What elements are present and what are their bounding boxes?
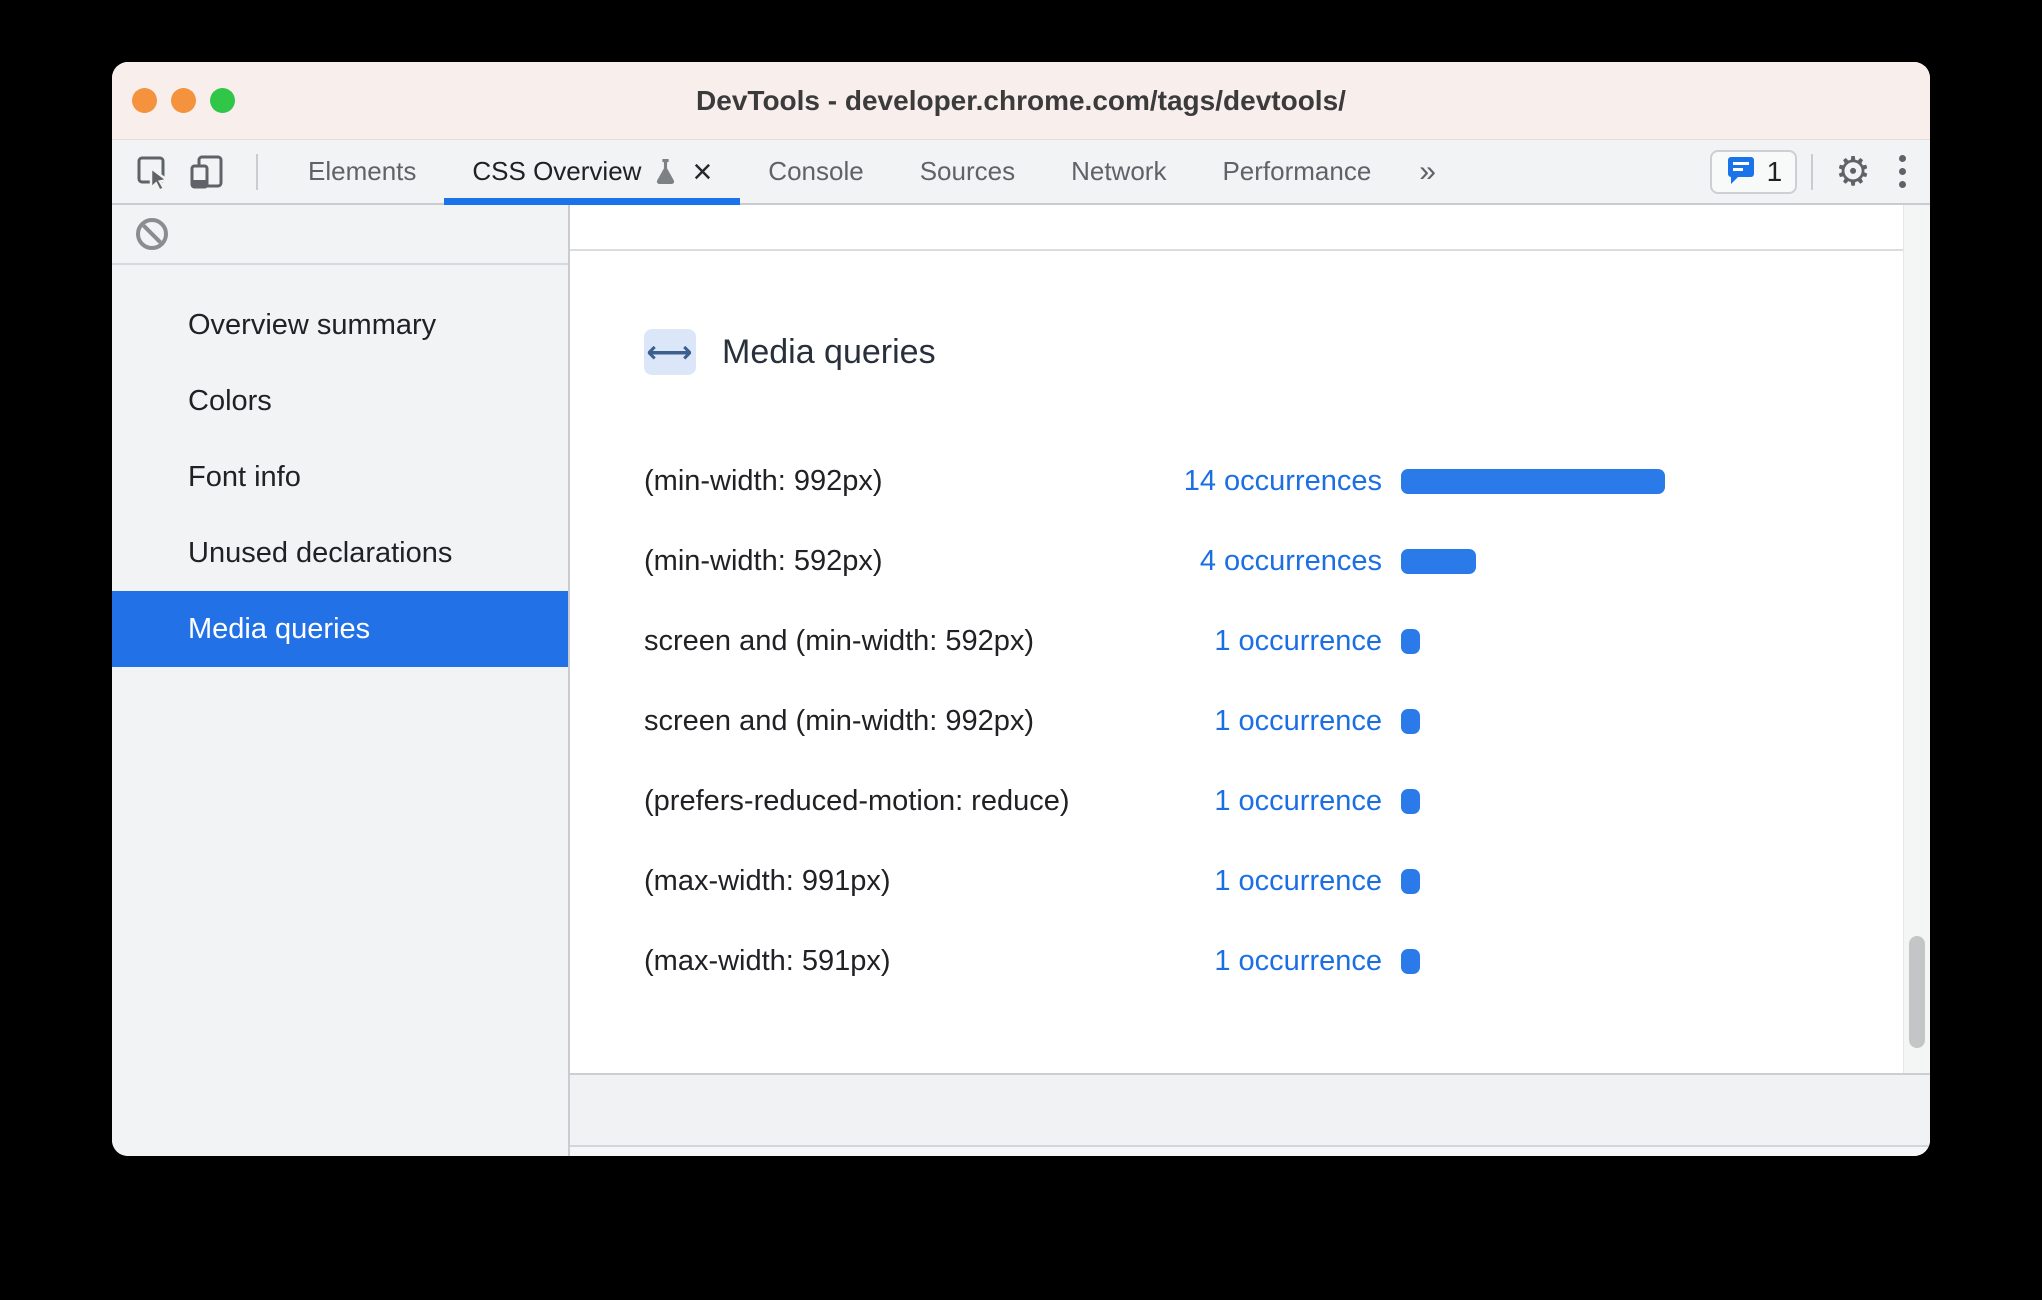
occurrence-bar <box>1401 868 1420 894</box>
panel-tabs: Elements × CSS Overview × Console × Sour… <box>280 140 1399 205</box>
sidebar-list: Overview summary Colors Font info Unused de… <box>112 265 568 667</box>
media-query-row: (max-width: 991px) 1 occurrence <box>644 841 1870 921</box>
occurrences-link[interactable]: 14 occurrences <box>1183 464 1382 497</box>
media-query-text: (prefers-reduced-motion: reduce) <box>644 784 1070 817</box>
occurrences-link[interactable]: 4 occurrences <box>1199 544 1382 577</box>
inspect-element-icon[interactable] <box>134 153 172 191</box>
sidebar-toolbar <box>112 205 568 265</box>
media-query-row: (max-width: 591px) 1 occurrence <box>644 921 1870 1001</box>
media-query-text: (min-width: 992px) <box>644 464 883 497</box>
left-right-arrows-icon: ←→ <box>644 329 696 375</box>
panel-tab[interactable]: Network × <box>1043 140 1194 203</box>
media-query-row: (min-width: 592px) 4 occurrences <box>644 521 1870 601</box>
media-query-rows: (min-width: 992px) 14 occurrences (min-w… <box>644 441 1870 1001</box>
sidebar-item-unused-declarations[interactable]: Unused declarations <box>188 536 453 569</box>
media-query-text: screen and (min-width: 592px) <box>644 624 1035 657</box>
media-query-text: (min-width: 592px) <box>644 544 883 577</box>
panel-tab[interactable]: Sources × <box>892 140 1043 203</box>
css-overview-sidebar: Overview summary Colors Font info Unused de… <box>112 205 570 1156</box>
occurrence-bar <box>1401 708 1420 734</box>
section-divider <box>570 249 1930 251</box>
clear-overview-icon[interactable] <box>136 218 168 250</box>
settings-gear-icon[interactable]: ⚙ <box>1835 148 1871 195</box>
section-heading: ←→ Media queries <box>644 329 936 375</box>
zoom-window-button[interactable] <box>210 88 235 113</box>
close-window-button[interactable] <box>132 88 157 113</box>
media-query-text: (max-width: 591px) <box>644 944 891 977</box>
media-query-row: screen and (min-width: 992px) 1 occurren… <box>644 681 1870 761</box>
window-title: DevTools - developer.chrome.com/tags/dev… <box>696 84 1346 116</box>
more-tabs-chevron[interactable]: » <box>1419 154 1436 188</box>
occurrences-link[interactable]: 1 occurrence <box>1214 784 1382 817</box>
issues-counter-button[interactable]: 1 <box>1709 149 1798 194</box>
sidebar-item-colors[interactable]: Colors <box>188 384 272 417</box>
panel-tab-label: Network <box>1071 156 1167 186</box>
occurrences-link[interactable]: 1 occurrence <box>1214 944 1382 977</box>
window-bottom-strip <box>570 1145 1930 1156</box>
main-column: ←→ Media queries (min-width: 992px) 14 o… <box>570 205 1930 1156</box>
occurrence-bar <box>1401 468 1665 494</box>
media-queries-panel: ←→ Media queries (min-width: 992px) 14 o… <box>570 205 1930 1073</box>
media-query-row: screen and (min-width: 592px) 1 occurren… <box>644 601 1870 681</box>
occurrence-bar <box>1401 788 1420 814</box>
more-options-icon[interactable] <box>1899 155 1906 188</box>
devtools-body: Overview summary Colors Font info Unused de… <box>112 205 1930 1156</box>
feedback-bubble-icon <box>1725 156 1757 187</box>
occurrences-link[interactable]: 1 occurrence <box>1214 624 1382 657</box>
titlebar: DevTools - developer.chrome.com/tags/dev… <box>112 62 1930 140</box>
media-query-row: (min-width: 992px) 14 occurrences <box>644 441 1870 521</box>
issues-count: 1 <box>1766 155 1783 187</box>
occurrence-bar <box>1401 948 1420 974</box>
occurrences-link[interactable]: 1 occurrence <box>1214 864 1382 897</box>
scrollbar-thumb[interactable] <box>1909 936 1925 1048</box>
media-query-row: (prefers-reduced-motion: reduce) 1 occur… <box>644 761 1870 841</box>
close-tab-icon[interactable]: × <box>692 152 713 191</box>
occurrence-bar <box>1401 548 1476 574</box>
panel-tab[interactable]: Performance × <box>1194 140 1399 203</box>
sidebar-item-font-info[interactable]: Font info <box>188 460 301 493</box>
panel-tab[interactable]: CSS Overview × <box>444 140 741 205</box>
device-toolbar-icon[interactable] <box>188 153 226 191</box>
drawer-footer <box>570 1073 1930 1145</box>
panel-tab-label: Sources <box>919 156 1016 186</box>
vertical-scrollbar[interactable] <box>1903 205 1930 1073</box>
sidebar-item-overview-summary[interactable]: Overview summary <box>188 308 437 341</box>
toolbar-divider <box>1811 153 1814 190</box>
panel-tab[interactable]: Console × <box>740 140 891 203</box>
occurrence-bar <box>1401 628 1420 654</box>
devtools-window: DevTools - developer.chrome.com/tags/dev… <box>112 62 1930 1156</box>
devtools-toolbar: Elements × CSS Overview × Console × Sour… <box>112 140 1930 205</box>
section-title: Media queries <box>722 332 936 371</box>
panel-tab-label: CSS Overview <box>472 156 642 186</box>
media-query-text: (max-width: 991px) <box>644 864 891 897</box>
sidebar-item-media-queries[interactable]: Media queries <box>112 591 568 667</box>
occurrences-link[interactable]: 1 occurrence <box>1214 704 1382 737</box>
panel-tab-label: Console <box>768 156 864 186</box>
panel-tab-label: Elements <box>308 156 417 186</box>
experiment-flask-icon <box>653 158 678 185</box>
toolbar-divider <box>256 153 258 190</box>
traffic-lights <box>132 62 235 139</box>
panel-tab[interactable]: Elements × <box>280 140 444 203</box>
panel-tab-label: Performance <box>1222 156 1372 186</box>
minimize-window-button[interactable] <box>171 88 196 113</box>
media-query-text: screen and (min-width: 992px) <box>644 704 1035 737</box>
